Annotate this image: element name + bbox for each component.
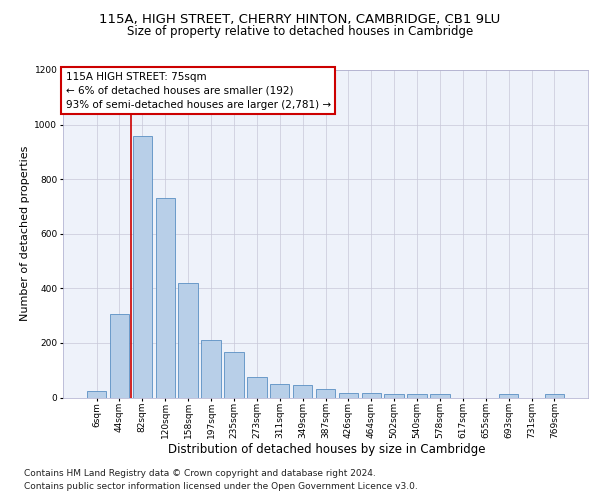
Bar [407,394,427,398]
Bar [430,394,449,398]
Bar [338,392,358,398]
Bar [316,390,335,398]
Bar [178,283,198,398]
Bar [110,314,129,398]
Text: 115A, HIGH STREET, CHERRY HINTON, CAMBRIDGE, CB1 9LU: 115A, HIGH STREET, CHERRY HINTON, CAMBRI… [100,12,500,26]
Bar [270,384,289,398]
Bar [133,136,152,398]
Text: 115A HIGH STREET: 75sqm
← 6% of detached houses are smaller (192)
93% of semi-de: 115A HIGH STREET: 75sqm ← 6% of detached… [65,72,331,110]
Bar [202,340,221,398]
Bar [224,352,244,398]
Bar [293,385,313,398]
Bar [499,394,518,398]
Bar [87,390,106,398]
Text: Distribution of detached houses by size in Cambridge: Distribution of detached houses by size … [168,442,486,456]
Bar [247,377,266,398]
Text: Contains public sector information licensed under the Open Government Licence v3: Contains public sector information licen… [24,482,418,491]
Text: Size of property relative to detached houses in Cambridge: Size of property relative to detached ho… [127,25,473,38]
Bar [385,394,404,398]
Bar [362,394,381,398]
Bar [545,394,564,398]
Text: Contains HM Land Registry data © Crown copyright and database right 2024.: Contains HM Land Registry data © Crown c… [24,468,376,477]
Bar [155,198,175,398]
Y-axis label: Number of detached properties: Number of detached properties [20,146,30,322]
